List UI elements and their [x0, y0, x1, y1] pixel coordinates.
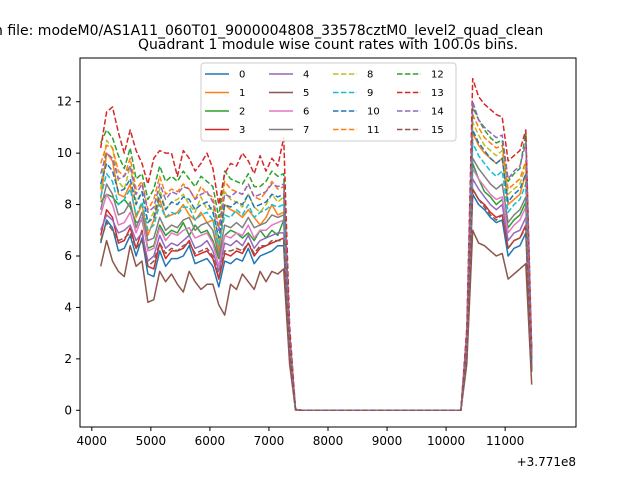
legend-label-4: 4 — [303, 70, 309, 81]
x-tick-label-7: 11000 — [486, 434, 524, 448]
x-tick-label-0: 4000 — [77, 434, 108, 448]
legend-label-0: 0 — [239, 70, 245, 81]
x-tick-label-6: 10000 — [427, 434, 465, 448]
legend-label-15: 15 — [431, 125, 444, 136]
legend-frame — [200, 62, 457, 142]
figure-suptitle: n file: modeM0/AS1A11_060T01_9000004808_… — [0, 23, 543, 39]
legend-label-13: 13 — [431, 88, 444, 99]
y-tick-label-5: 10 — [57, 146, 72, 160]
legend-label-7: 7 — [303, 125, 309, 136]
legend-label-3: 3 — [239, 125, 245, 136]
legend-label-1: 1 — [239, 88, 245, 99]
legend-label-2: 2 — [239, 107, 245, 118]
legend-label-8: 8 — [367, 70, 373, 81]
x-offset-label: +3.771e8 — [517, 455, 576, 469]
legend-label-6: 6 — [303, 107, 309, 118]
x-axis: 4000 5000 6000 7000 8000 9000 10000 11000 — [77, 427, 524, 448]
series-lines — [99, 77, 533, 412]
legend-label-9: 9 — [367, 88, 373, 99]
legend-label-11: 11 — [367, 125, 380, 136]
x-tick-label-1: 5000 — [136, 434, 167, 448]
legend-label-14: 14 — [431, 107, 444, 118]
x-tick-label-2: 6000 — [195, 434, 226, 448]
y-tick-label-3: 6 — [64, 249, 72, 263]
x-tick-label-3: 7000 — [254, 434, 285, 448]
legend-label-5: 5 — [303, 88, 309, 99]
y-axis: 0 2 4 6 8 10 12 — [57, 95, 80, 417]
y-tick-label-1: 2 — [64, 352, 72, 366]
x-tick-label-5: 9000 — [372, 434, 403, 448]
y-tick-label-0: 0 — [64, 403, 72, 417]
chart-title: Quadrant 1 module wise count rates with … — [138, 37, 518, 53]
y-tick-label-4: 8 — [64, 198, 72, 212]
y-tick-label-2: 4 — [64, 300, 72, 314]
series-line-15 — [99, 188, 533, 412]
x-tick-label-4: 8000 — [313, 434, 344, 448]
y-tick-label-6: 12 — [57, 95, 72, 109]
legend-label-10: 10 — [367, 107, 380, 118]
legend-label-12: 12 — [431, 70, 444, 81]
